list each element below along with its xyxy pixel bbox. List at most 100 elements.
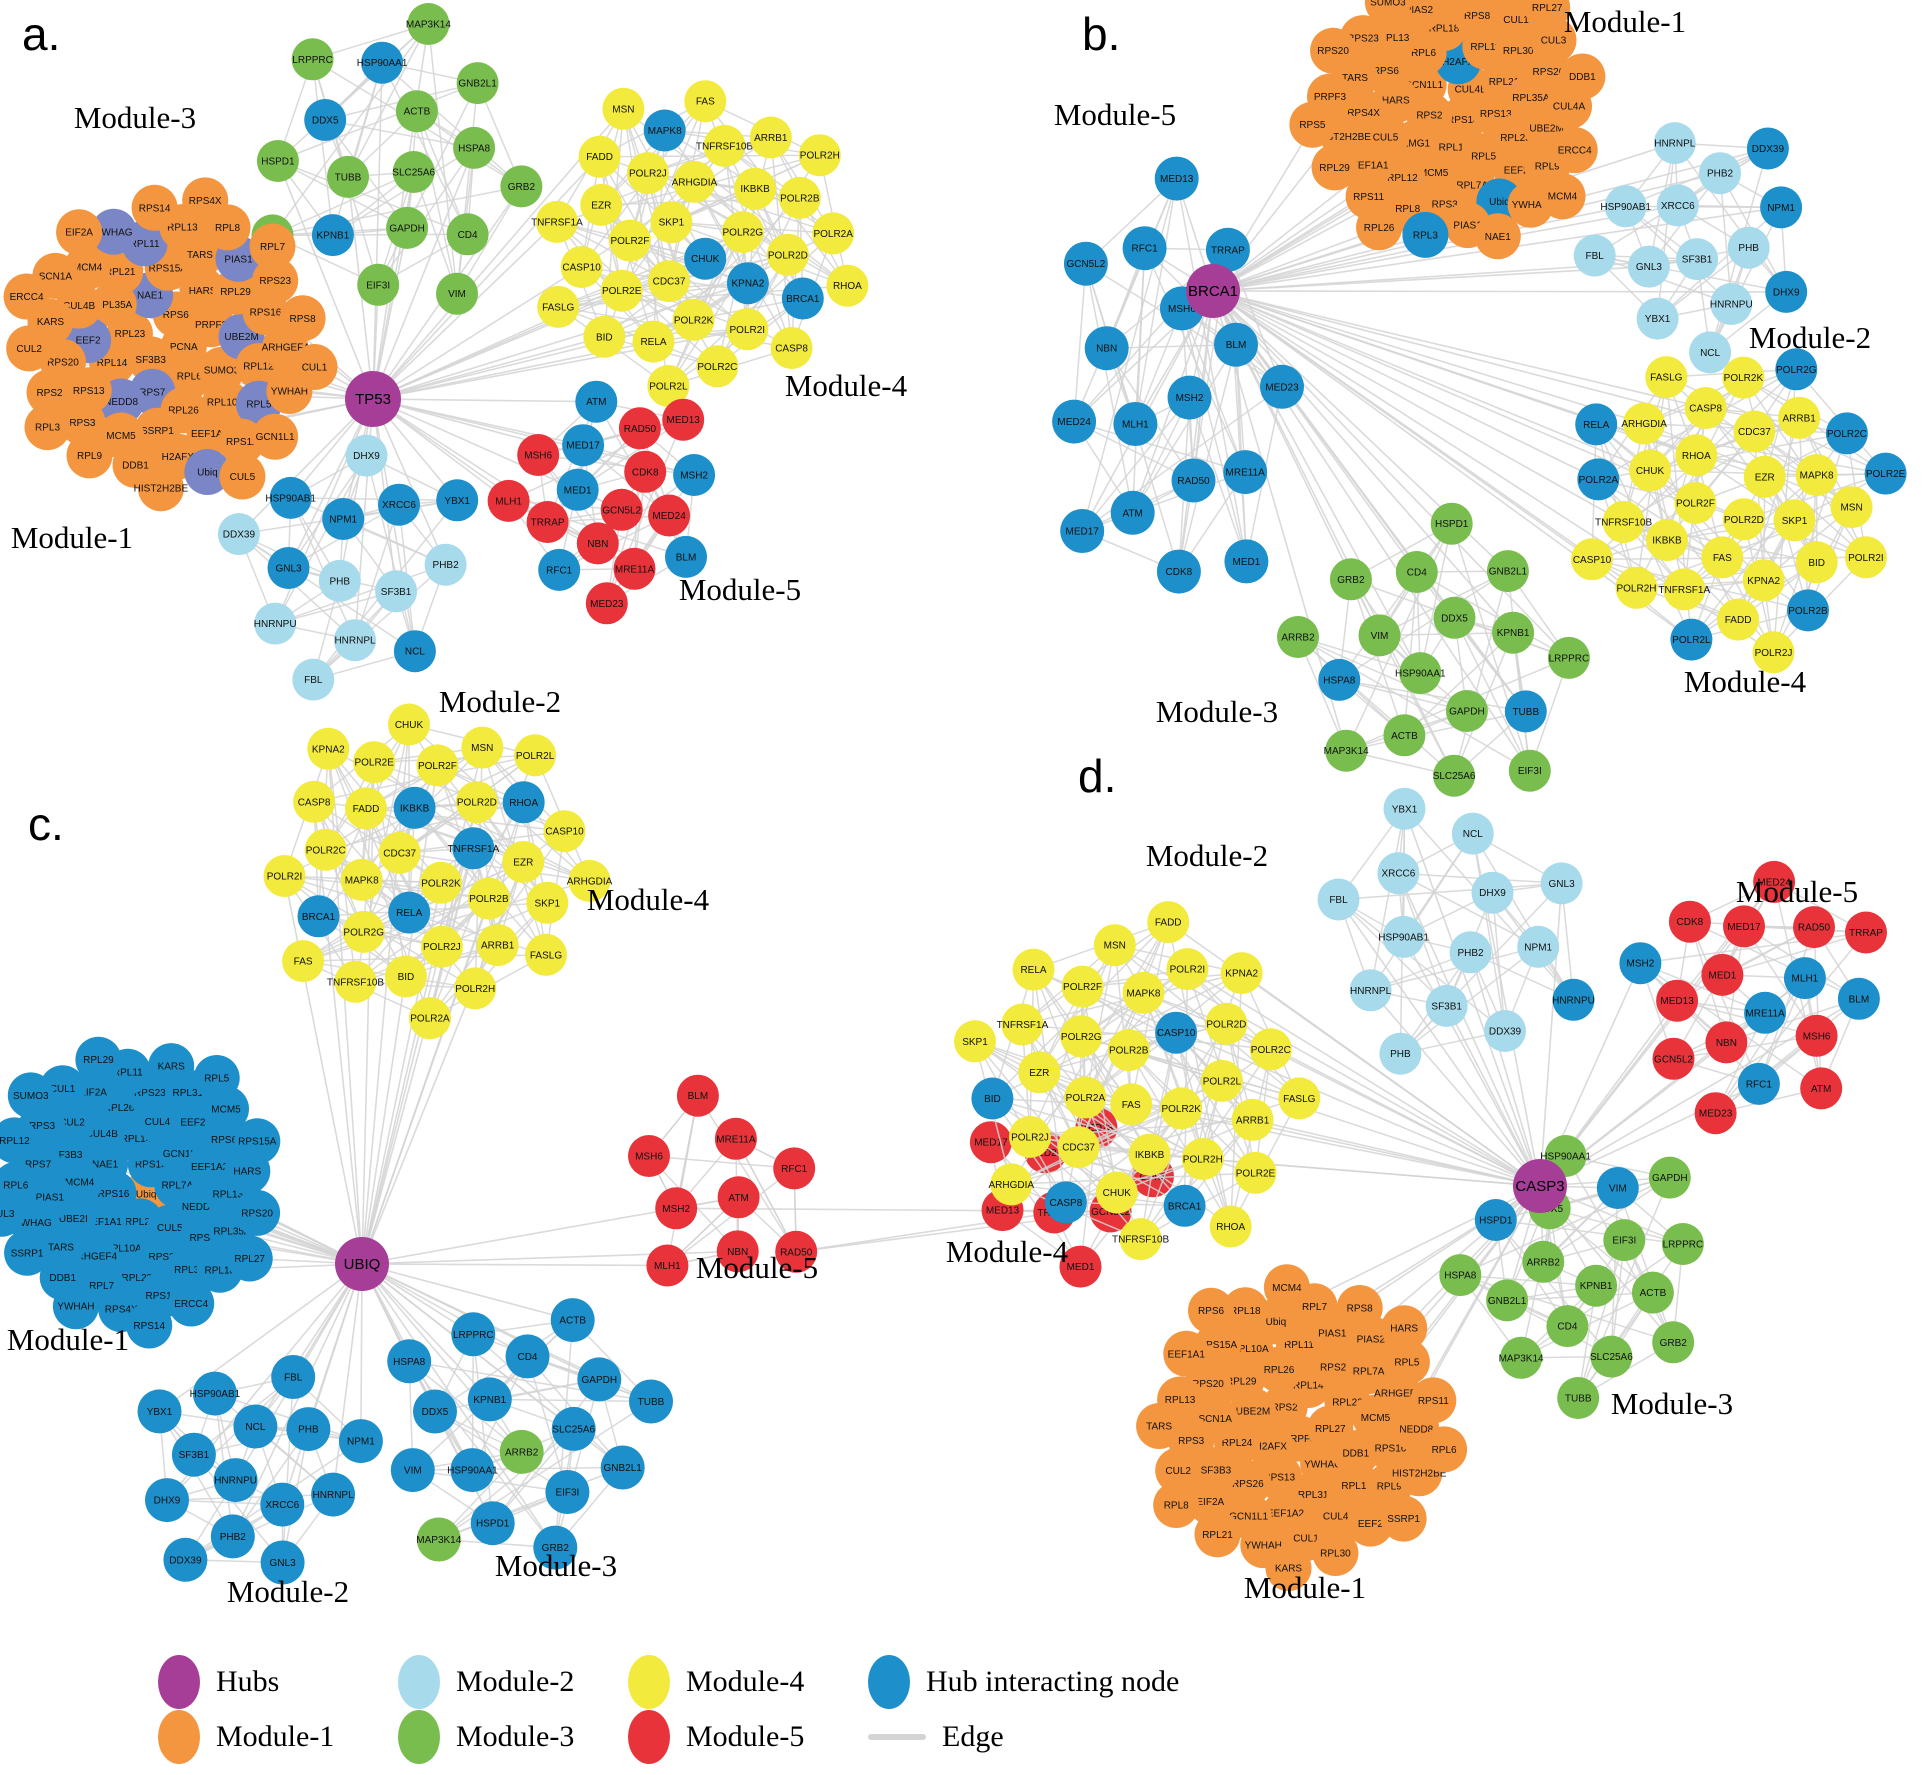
node-IKBKB bbox=[1128, 1133, 1171, 1176]
edge bbox=[1339, 679, 1468, 712]
node-TARS bbox=[1136, 1403, 1183, 1449]
node-POLR2E bbox=[1234, 1151, 1277, 1194]
node-POLR2C bbox=[1825, 412, 1868, 455]
node-IKBKB bbox=[1646, 519, 1688, 562]
edge bbox=[1181, 308, 1246, 473]
node-KPNB1 bbox=[311, 214, 354, 257]
node-YBX1 bbox=[137, 1389, 182, 1434]
node-SLC25A6 bbox=[392, 151, 435, 193]
node-BRCA1 bbox=[781, 277, 824, 320]
edge bbox=[1577, 1239, 1626, 1399]
node-POLR2A bbox=[812, 212, 855, 255]
node-FADD bbox=[1147, 901, 1190, 944]
node-CD4 bbox=[446, 213, 489, 256]
node-RPL7 bbox=[249, 223, 296, 270]
panel-a-module-3-label: Module-3 bbox=[74, 100, 196, 135]
panel-b-module-4-label: Module-4 bbox=[1684, 664, 1807, 699]
edge bbox=[372, 398, 597, 403]
edge bbox=[372, 398, 447, 566]
edge bbox=[1649, 469, 1817, 476]
node-POLR2H bbox=[454, 967, 497, 1010]
edge bbox=[185, 1493, 334, 1561]
edge bbox=[558, 282, 748, 308]
node-RPS8 bbox=[1336, 1285, 1383, 1331]
node-NAE1 bbox=[1474, 213, 1521, 260]
edge bbox=[214, 1392, 362, 1442]
node-POLR2L bbox=[514, 734, 557, 777]
edge bbox=[1212, 290, 1599, 481]
node-HNRNPU bbox=[213, 1458, 258, 1503]
node-LRPPRC bbox=[1661, 1223, 1704, 1265]
node-NBN bbox=[1705, 1021, 1748, 1064]
edge bbox=[1270, 1048, 1541, 1187]
legend-swatch-interactor bbox=[868, 1655, 910, 1709]
panel-b-module-5-label: Module-5 bbox=[1054, 97, 1176, 132]
node-DDX5 bbox=[304, 99, 347, 141]
edge bbox=[1495, 1219, 1612, 1358]
node-LRPPRC bbox=[291, 38, 334, 81]
edge bbox=[313, 801, 442, 884]
node-MLH1 bbox=[1783, 957, 1826, 1000]
node-MAPK8 bbox=[340, 858, 383, 901]
edge bbox=[1073, 420, 1246, 473]
edge bbox=[1416, 571, 1570, 659]
edge bbox=[412, 171, 458, 294]
node-BLM bbox=[1214, 322, 1258, 367]
node-PHB bbox=[1379, 1032, 1422, 1075]
edge bbox=[355, 944, 498, 983]
node-HSPA8 bbox=[1439, 1254, 1482, 1297]
edge bbox=[272, 233, 468, 237]
node-MSH6 bbox=[517, 434, 560, 476]
edge bbox=[372, 147, 475, 400]
edge bbox=[361, 1263, 556, 1549]
node-DDB1 bbox=[1332, 1430, 1379, 1477]
node-TNFRSF10B bbox=[1119, 1218, 1162, 1261]
node-MAPK8 bbox=[1122, 971, 1165, 1014]
edge bbox=[372, 156, 601, 400]
edge bbox=[1539, 883, 1563, 1187]
node-EZR bbox=[580, 183, 623, 226]
edge bbox=[312, 564, 447, 681]
node-HSPD1 bbox=[1474, 1199, 1517, 1241]
node-MED1 bbox=[1701, 953, 1744, 996]
node-CHUK bbox=[1095, 1171, 1138, 1214]
legend-item-module-2: Module-2 bbox=[398, 1655, 574, 1709]
node-MAPK8 bbox=[643, 109, 686, 152]
node-EZR bbox=[502, 841, 545, 883]
panel-letter-c: c. bbox=[28, 798, 64, 850]
node-HSPD1 bbox=[470, 1501, 515, 1546]
edge bbox=[1186, 968, 1541, 1187]
node-MED1 bbox=[1224, 539, 1269, 584]
node-MCM4 bbox=[1263, 1264, 1310, 1311]
node-FAS bbox=[282, 940, 325, 983]
node-TNFRSF10B bbox=[334, 960, 377, 1003]
edge bbox=[1506, 1187, 1619, 1301]
node-SLC25A6 bbox=[1590, 1335, 1633, 1378]
edge bbox=[1469, 952, 1541, 1187]
edge bbox=[372, 398, 510, 502]
node-FASLG bbox=[1278, 1077, 1321, 1120]
edge bbox=[1033, 968, 1541, 1187]
node-ARRB1 bbox=[1778, 396, 1821, 439]
node-IKBKB bbox=[393, 786, 436, 829]
node-POLR2F bbox=[1061, 965, 1104, 1008]
node-HSP90AB1 bbox=[1382, 915, 1425, 958]
edge bbox=[1178, 290, 1214, 572]
node-CD4 bbox=[1546, 1305, 1589, 1348]
edge bbox=[1369, 989, 1541, 1187]
edge bbox=[361, 848, 475, 1265]
panel-c-module-5-label: Module-5 bbox=[696, 1250, 818, 1285]
edge bbox=[332, 62, 383, 236]
edge bbox=[427, 23, 458, 294]
node-POLR2C bbox=[304, 828, 347, 871]
edge bbox=[1399, 946, 1539, 1055]
edge bbox=[724, 145, 834, 234]
node-TUBB bbox=[1557, 1377, 1600, 1419]
node-RPL5 bbox=[193, 1055, 240, 1101]
node-HSPD1 bbox=[256, 140, 299, 182]
edge bbox=[1212, 290, 1755, 433]
node-ARRB1 bbox=[476, 924, 519, 967]
edge bbox=[283, 875, 363, 1265]
node-ATM bbox=[1800, 1067, 1843, 1110]
node-CHUK bbox=[684, 237, 727, 280]
